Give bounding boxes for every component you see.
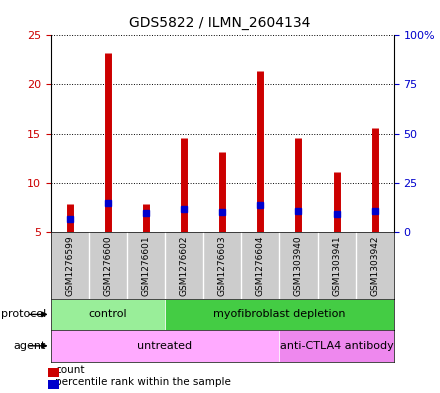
Bar [51, 330, 279, 362]
Text: untreated: untreated [137, 341, 193, 351]
Text: GSM1303941: GSM1303941 [332, 235, 341, 296]
Bar [165, 299, 394, 330]
Text: GSM1276604: GSM1276604 [256, 235, 265, 296]
Text: GSM1276602: GSM1276602 [180, 235, 189, 296]
Text: anti-CTLA4 antibody: anti-CTLA4 antibody [280, 341, 393, 351]
Text: GSM1276601: GSM1276601 [141, 235, 150, 296]
Text: GSM1276600: GSM1276600 [103, 235, 112, 296]
Text: count: count [55, 365, 84, 375]
Text: agent: agent [14, 341, 46, 351]
Text: GSM1276603: GSM1276603 [218, 235, 227, 296]
Text: GSM1303942: GSM1303942 [370, 235, 379, 296]
Bar [279, 330, 394, 362]
Text: protocol: protocol [1, 309, 46, 320]
Text: GDS5822 / ILMN_2604134: GDS5822 / ILMN_2604134 [129, 16, 311, 30]
Bar [51, 299, 165, 330]
Text: GSM1303940: GSM1303940 [294, 235, 303, 296]
Text: GSM1276599: GSM1276599 [65, 235, 74, 296]
Text: percentile rank within the sample: percentile rank within the sample [55, 377, 231, 387]
Text: myofibroblast depletion: myofibroblast depletion [213, 309, 346, 320]
Text: control: control [88, 309, 127, 320]
